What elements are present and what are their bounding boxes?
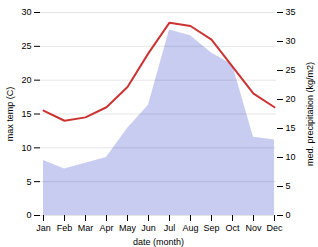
svg-text:15: 15 bbox=[286, 123, 296, 133]
svg-text:5: 5 bbox=[26, 177, 31, 187]
svg-text:Jan: Jan bbox=[36, 223, 51, 233]
svg-text:Jun: Jun bbox=[141, 223, 156, 233]
svg-text:0: 0 bbox=[26, 210, 31, 220]
svg-text:5: 5 bbox=[286, 181, 291, 191]
svg-text:date (month): date (month) bbox=[133, 237, 184, 247]
svg-text:May: May bbox=[119, 223, 137, 233]
svg-text:20: 20 bbox=[286, 94, 296, 104]
svg-text:Jul: Jul bbox=[164, 223, 176, 233]
svg-text:30: 30 bbox=[286, 36, 296, 46]
svg-text:Dec: Dec bbox=[266, 223, 283, 233]
svg-text:25: 25 bbox=[21, 41, 31, 51]
svg-text:10: 10 bbox=[21, 143, 31, 153]
svg-text:Sep: Sep bbox=[203, 223, 219, 233]
svg-text:med. precipitation (kg/m2): med. precipitation (kg/m2) bbox=[305, 62, 315, 166]
svg-text:Feb: Feb bbox=[57, 223, 73, 233]
svg-text:25: 25 bbox=[286, 65, 296, 75]
svg-text:Apr: Apr bbox=[99, 223, 113, 233]
svg-text:30: 30 bbox=[21, 7, 31, 17]
svg-text:15: 15 bbox=[21, 109, 31, 119]
svg-text:Mar: Mar bbox=[78, 223, 94, 233]
svg-text:Nov: Nov bbox=[245, 223, 262, 233]
svg-text:35: 35 bbox=[286, 7, 296, 17]
svg-text:20: 20 bbox=[21, 75, 31, 85]
svg-text:max temp (C): max temp (C) bbox=[5, 87, 15, 142]
svg-text:10: 10 bbox=[286, 152, 296, 162]
svg-text:Aug: Aug bbox=[182, 223, 198, 233]
svg-text:0: 0 bbox=[286, 210, 291, 220]
svg-text:Oct: Oct bbox=[225, 223, 240, 233]
